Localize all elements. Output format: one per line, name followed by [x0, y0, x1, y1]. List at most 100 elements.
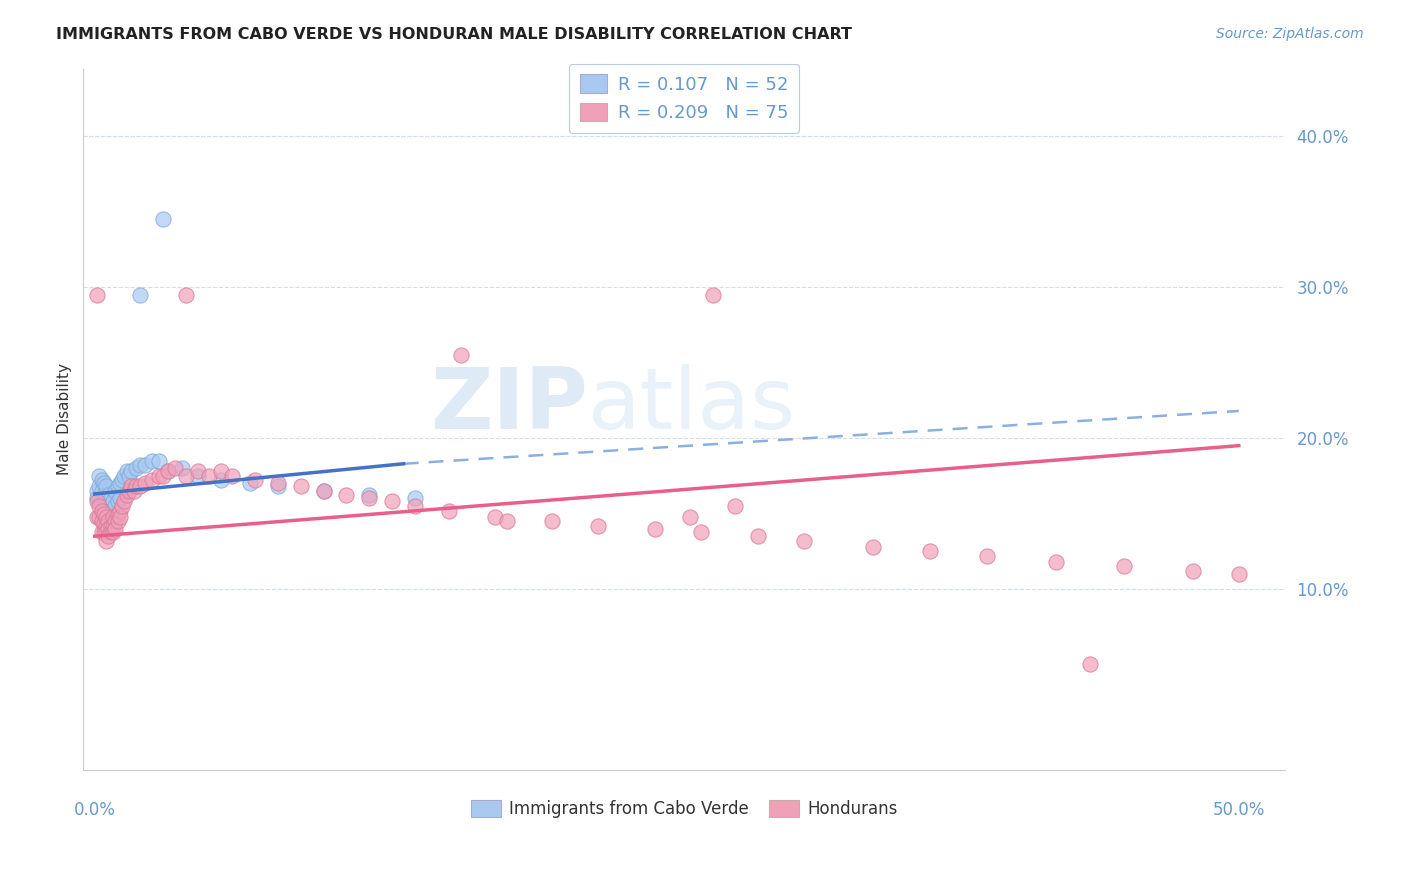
Text: 50.0%: 50.0%	[1212, 800, 1265, 819]
Point	[100, 503, 122, 517]
Point	[101, 518, 124, 533]
Point	[484, 509, 506, 524]
Point	[174, 287, 197, 301]
Point	[86, 287, 108, 301]
Point	[724, 499, 747, 513]
Point	[118, 483, 141, 498]
Point	[97, 488, 120, 502]
Point	[209, 464, 232, 478]
Point	[86, 483, 108, 498]
Point	[359, 488, 381, 502]
Point	[114, 468, 136, 483]
Point	[243, 474, 266, 488]
Point	[97, 522, 120, 536]
Point	[114, 494, 136, 508]
Point	[450, 348, 472, 362]
Point	[101, 524, 124, 539]
Text: IMMIGRANTS FROM CABO VERDE VS HONDURAN MALE DISABILITY CORRELATION CHART: IMMIGRANTS FROM CABO VERDE VS HONDURAN M…	[56, 27, 852, 42]
Point	[1182, 564, 1205, 578]
Point	[101, 509, 124, 524]
Point	[100, 524, 122, 539]
Point	[221, 468, 243, 483]
Point	[90, 483, 112, 498]
Point	[111, 474, 134, 488]
Point	[108, 509, 131, 524]
Point	[96, 509, 118, 524]
Point	[96, 479, 118, 493]
Point	[120, 479, 142, 493]
Point	[125, 461, 148, 475]
Point	[107, 507, 129, 521]
Point	[122, 483, 145, 498]
Point	[335, 488, 357, 502]
Point	[187, 468, 209, 483]
Point	[90, 507, 112, 521]
Point	[439, 503, 461, 517]
Point	[115, 488, 138, 502]
Point	[96, 533, 118, 548]
Point	[101, 507, 124, 521]
Point	[90, 514, 112, 528]
Point	[239, 476, 262, 491]
Point	[115, 464, 138, 478]
Point	[107, 494, 129, 508]
Point	[93, 509, 115, 524]
Point	[100, 518, 122, 533]
Point	[100, 491, 122, 506]
Text: Source: ZipAtlas.com: Source: ZipAtlas.com	[1216, 27, 1364, 41]
Point	[129, 458, 152, 473]
Point	[86, 509, 108, 524]
Point	[187, 464, 209, 478]
Point	[96, 524, 118, 539]
Point	[541, 514, 564, 528]
Point	[793, 533, 815, 548]
Point	[690, 524, 713, 539]
Point	[89, 499, 111, 513]
Point	[96, 499, 118, 513]
Point	[129, 287, 152, 301]
Point	[747, 529, 769, 543]
Point	[148, 454, 170, 468]
Point	[644, 522, 666, 536]
Point	[152, 468, 174, 483]
Point	[495, 514, 517, 528]
Point	[148, 468, 170, 483]
Point	[267, 479, 290, 493]
Point	[104, 499, 127, 513]
Point	[104, 514, 127, 528]
Point	[93, 488, 115, 502]
Y-axis label: Male Disability: Male Disability	[58, 363, 72, 475]
Point	[89, 479, 111, 493]
Point	[93, 517, 115, 532]
Point	[862, 540, 884, 554]
Point	[125, 479, 148, 493]
Point	[108, 491, 131, 506]
Point	[93, 476, 115, 491]
Point	[89, 494, 111, 508]
Point	[118, 468, 141, 483]
Point	[141, 474, 163, 488]
Point	[90, 474, 112, 488]
Text: atlas: atlas	[588, 364, 796, 447]
Point	[1045, 555, 1067, 569]
Point	[134, 458, 156, 473]
Point	[312, 483, 335, 498]
Point	[381, 494, 404, 508]
Point	[359, 491, 381, 506]
Point	[90, 503, 112, 517]
Point	[120, 464, 142, 478]
Point	[93, 507, 115, 521]
Point	[156, 464, 179, 478]
Point	[101, 517, 124, 532]
Point	[156, 464, 179, 478]
Text: 0.0%: 0.0%	[73, 800, 115, 819]
Point	[290, 479, 312, 493]
Point	[107, 514, 129, 528]
Point	[89, 468, 111, 483]
Point	[101, 494, 124, 508]
Point	[174, 468, 197, 483]
Point	[209, 474, 232, 488]
Point	[96, 491, 118, 506]
Point	[104, 522, 127, 536]
Point	[97, 514, 120, 528]
